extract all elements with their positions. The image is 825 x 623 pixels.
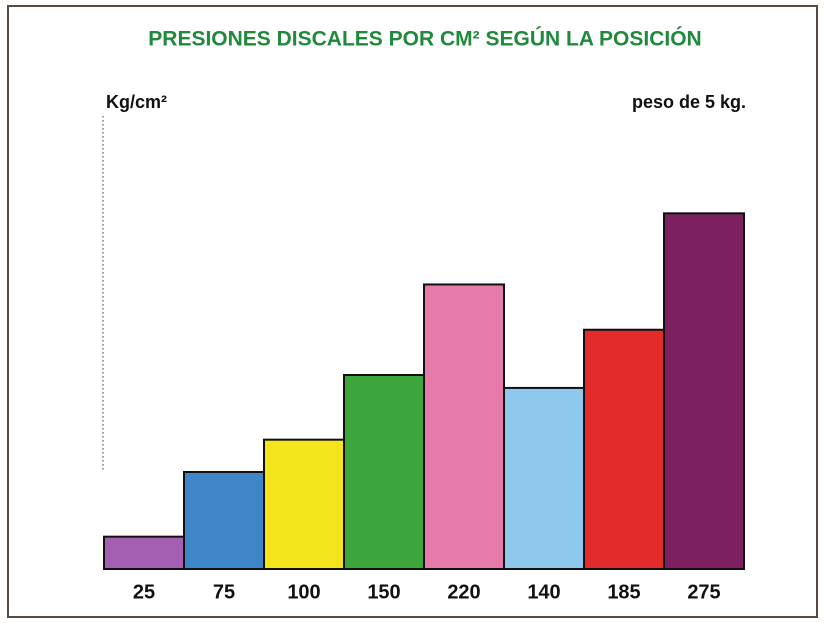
bar <box>264 440 344 569</box>
chart: PRESIONES DISCALES POR CM² SEGÚN LA POSI… <box>0 0 825 623</box>
bar <box>424 284 504 569</box>
annotation: peso de 5 kg. <box>632 92 746 112</box>
bar <box>504 388 584 569</box>
bar <box>184 472 264 569</box>
value-label: 150 <box>367 581 400 603</box>
bar <box>344 375 424 569</box>
value-label: 75 <box>213 581 235 603</box>
y-axis-label: Kg/cm² <box>106 92 167 112</box>
value-label: 220 <box>447 581 480 603</box>
bar <box>104 537 184 569</box>
value-label: 275 <box>687 581 720 603</box>
page: PRESIONES DISCALES POR CM² SEGÚN LA POSI… <box>0 0 825 623</box>
bar <box>664 213 744 569</box>
chart-title: PRESIONES DISCALES POR CM² SEGÚN LA POSI… <box>148 27 701 51</box>
value-label: 185 <box>607 581 640 603</box>
value-label: 140 <box>527 581 560 603</box>
value-label: 100 <box>287 581 320 603</box>
value-label: 25 <box>133 581 155 603</box>
bar <box>584 330 664 569</box>
